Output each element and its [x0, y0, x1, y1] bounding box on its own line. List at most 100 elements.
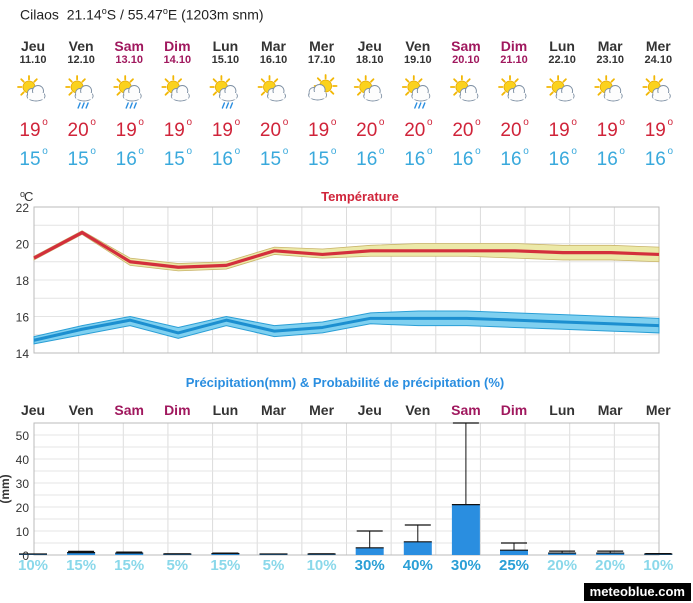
- sun-ray: [370, 78, 375, 83]
- max-temp-degree: o: [379, 117, 385, 128]
- max-temp-value: 20: [500, 120, 521, 141]
- precip-probability: 40%: [403, 557, 433, 574]
- sun-ray: [562, 78, 567, 83]
- sun-ray: [316, 77, 322, 82]
- precip-day-name: Jeu: [21, 402, 45, 418]
- max-temp-degree: o: [427, 117, 433, 128]
- max-temp: 19 o: [164, 117, 193, 141]
- day-date: 11.10: [20, 54, 47, 66]
- min-temp: 15 o: [19, 146, 48, 170]
- sun-ray: [330, 90, 335, 95]
- precip-chart-title: Précipitation(mm) & Probabilité de préci…: [186, 375, 505, 390]
- sun-ray: [658, 78, 663, 83]
- precip-probability: 5%: [263, 557, 285, 574]
- precip-day-name: Mar: [261, 402, 286, 418]
- precip-day-name: Ven: [405, 402, 430, 418]
- precip-day-name: Ven: [69, 402, 94, 418]
- min-temp: 16 o: [404, 146, 433, 170]
- longitude: 55.47: [127, 6, 163, 23]
- max-temp: 19 o: [549, 117, 578, 141]
- precip-day-name: Jeu: [358, 402, 382, 418]
- max-temp-value: 19: [212, 120, 233, 141]
- max-temp-value: 19: [116, 120, 137, 141]
- min-temp-value: 16: [404, 149, 425, 170]
- min-temp-degree: o: [668, 146, 674, 157]
- precip-day-name: Mer: [309, 402, 334, 418]
- sun-cloud-icon: [594, 75, 623, 102]
- min-temp-degree: o: [283, 146, 289, 157]
- max-temp-degree: o: [90, 117, 96, 128]
- precip-bar: [596, 553, 625, 555]
- cloud-shape: [651, 85, 671, 102]
- location-title: Cilaos 21.14oS / 55.47oE (1203m snm): [20, 6, 264, 23]
- rain-drop: [81, 102, 85, 109]
- sun-ray: [225, 78, 231, 83]
- sun-ray: [20, 78, 25, 83]
- cloud-shape: [267, 85, 286, 102]
- cloud-fill: [172, 93, 189, 100]
- precip-tick-label: 50: [16, 429, 30, 443]
- max-temp-line: [33, 230, 660, 269]
- temp-tick-label: 18: [16, 274, 30, 288]
- sun-ray: [357, 91, 362, 96]
- day-date: 24.10: [645, 54, 673, 66]
- max-temp-degree: o: [668, 117, 674, 128]
- sun-ray: [260, 91, 266, 96]
- max-temp: 19 o: [308, 117, 337, 141]
- max-temp: 19 o: [597, 117, 626, 141]
- min-temp-value: 15: [164, 149, 185, 170]
- latitude: 21.14: [66, 6, 102, 23]
- precip-day-name: Lun: [213, 402, 239, 418]
- max-temp: 20 o: [356, 117, 385, 141]
- max-temp: 19 o: [116, 117, 145, 141]
- sun-ray: [212, 78, 217, 83]
- min-temp-value: 15: [308, 149, 329, 170]
- min-temp: 16 o: [645, 146, 674, 170]
- day-date: 16.10: [260, 54, 288, 66]
- sun-ray: [645, 91, 650, 96]
- min-temp: 16 o: [356, 146, 385, 170]
- day-date: 17.10: [308, 54, 336, 66]
- location-name: Cilaos: [20, 6, 59, 23]
- max-temp: 20 o: [452, 117, 481, 141]
- cloud-fill: [220, 93, 237, 100]
- brand-logo[interactable]: meteoblue.com: [583, 583, 691, 601]
- cloud-fill: [557, 93, 574, 100]
- precip-probability: 10%: [18, 557, 48, 574]
- rain-drop: [414, 102, 418, 109]
- min-temp-value: 16: [452, 149, 473, 170]
- elevation: (1203m snm): [181, 6, 264, 23]
- temp-tick-label: 22: [16, 201, 30, 215]
- precip-probability: 25%: [499, 557, 529, 574]
- min-temp-value: 16: [212, 149, 233, 170]
- sun-cloud-icon: [642, 75, 671, 102]
- day-date: 19.10: [404, 54, 432, 66]
- min-temp-degree: o: [90, 146, 96, 157]
- day-name: Sam: [114, 38, 144, 54]
- rain-drop: [125, 102, 129, 109]
- cloud-shape: [603, 85, 623, 102]
- sun-cloud-icon: [449, 75, 479, 102]
- min-temp-degree: o: [42, 146, 48, 157]
- max-temp-degree: o: [235, 117, 241, 128]
- max-temp-degree: o: [571, 117, 577, 128]
- precip-bar: [451, 504, 480, 555]
- rain-drop: [77, 102, 81, 109]
- sun-ray: [81, 78, 86, 83]
- lon-degree: o: [162, 6, 168, 16]
- sun-ray: [549, 78, 554, 83]
- precip-probability: 10%: [643, 557, 673, 574]
- min-temp-value: 16: [116, 149, 137, 170]
- min-temp-degree: o: [427, 146, 433, 157]
- cloud-fill: [76, 93, 93, 100]
- day-name: Ven: [405, 38, 430, 54]
- min-temp-degree: o: [331, 146, 337, 157]
- precip-day-name: Sam: [451, 402, 481, 418]
- day-date: 21.10: [500, 54, 528, 66]
- rain-drop: [229, 102, 234, 109]
- sun-cloud-icon: [498, 75, 527, 102]
- max-temp-value: 19: [164, 120, 185, 141]
- max-temp-value: 19: [597, 120, 618, 141]
- day-name: Mar: [261, 38, 286, 54]
